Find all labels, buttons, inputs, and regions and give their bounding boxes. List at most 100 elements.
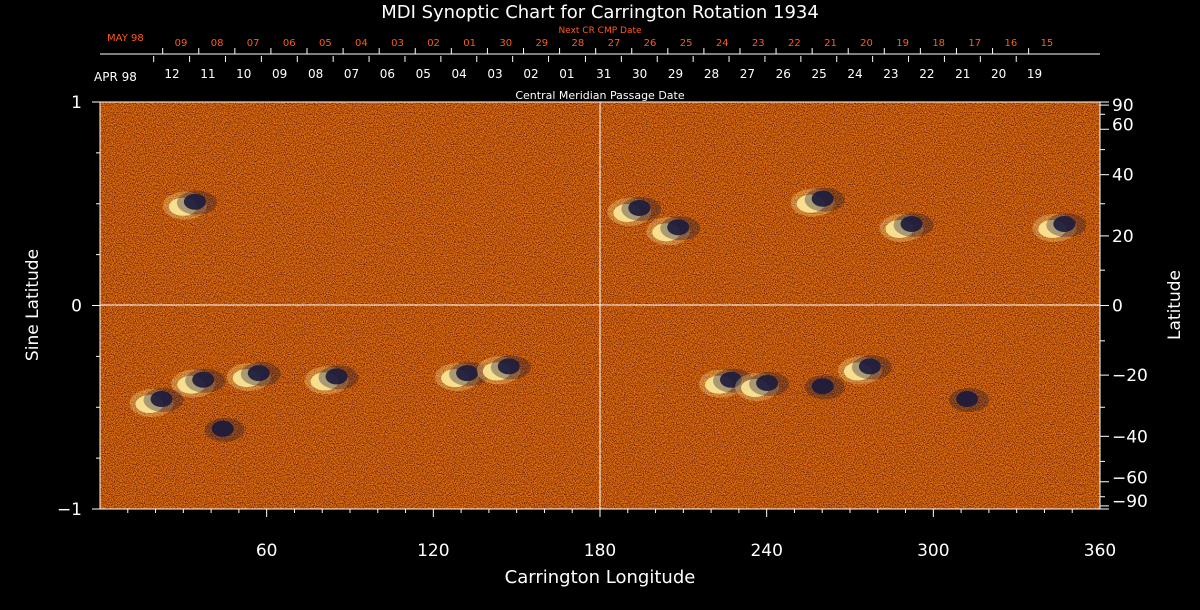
next-tick-label: 24 xyxy=(716,38,729,49)
top-tick-label: 20 xyxy=(991,67,1006,81)
next-tick-label: 05 xyxy=(319,38,332,49)
active-region-negative-halo xyxy=(851,355,892,380)
active-region-negative-halo xyxy=(749,372,790,397)
active-region xyxy=(804,375,845,400)
top-tick-label: 30 xyxy=(632,67,647,81)
x-tick-label: 60 xyxy=(256,541,278,561)
next-tick-label: 15 xyxy=(1041,38,1054,49)
active-region xyxy=(646,216,701,246)
top-axis-ticks: 12 11 10 09 08 07 06 05 04 03 02 01 31 30 29 28 27 26 25 24… xyxy=(153,56,1042,81)
y-right-tick-label: 20 xyxy=(1112,227,1134,247)
active-region-negative xyxy=(900,215,923,232)
chart-title: MDI Synoptic Chart for Carrington Rotati… xyxy=(381,2,819,23)
x-tick-label: 300 xyxy=(917,541,949,561)
active-region-negative-halo xyxy=(1046,212,1087,237)
next-tick-label: 09 xyxy=(175,38,188,49)
y-axis-right-label: Latitude xyxy=(1165,270,1185,340)
y-right-tick-label: −40 xyxy=(1112,427,1148,447)
active-region-negative-halo xyxy=(185,368,226,393)
next-tick-label: 16 xyxy=(1004,38,1017,49)
y-left-tick-label: 0 xyxy=(71,297,82,317)
y-right-tick-label: −90 xyxy=(1112,492,1148,512)
next-tick-label: 30 xyxy=(499,38,512,49)
y-right-tick-label: 0 xyxy=(1112,297,1123,317)
x-tick-label: 240 xyxy=(750,541,782,561)
active-region-negative xyxy=(497,358,520,375)
x-tick-label: 180 xyxy=(584,541,616,561)
next-tick-label: 04 xyxy=(355,38,368,49)
top-tick-label: 24 xyxy=(847,67,862,81)
active-region-negative xyxy=(858,358,881,375)
top-tick-label: 19 xyxy=(1027,67,1042,81)
top-axis-month: APR 98 xyxy=(94,70,137,84)
next-axis-month: MAY 98 xyxy=(107,33,144,44)
active-region xyxy=(607,196,662,226)
next-tick-label: 19 xyxy=(896,38,909,49)
active-region-negative xyxy=(456,365,479,382)
top-tick-label: 26 xyxy=(776,67,791,81)
active-region xyxy=(226,362,281,392)
y-right-tick-label: 90 xyxy=(1112,96,1134,116)
active-region-negative-halo xyxy=(143,388,184,413)
top-tick-label: 09 xyxy=(272,67,287,81)
y-right-tick-label: 40 xyxy=(1112,166,1134,186)
active-region xyxy=(790,187,845,217)
y-right-tick-label: −60 xyxy=(1112,469,1148,489)
top-tick-label: 10 xyxy=(236,67,251,81)
active-region-negative-halo xyxy=(449,362,490,387)
next-tick-label: 29 xyxy=(535,38,548,49)
next-tick-label: 02 xyxy=(427,38,440,49)
active-region-negative-halo xyxy=(949,388,990,413)
active-region xyxy=(476,355,531,385)
y-right-tick-label: 60 xyxy=(1112,115,1134,135)
next-tick-label: 07 xyxy=(247,38,260,49)
top-tick-label: 31 xyxy=(596,67,611,81)
active-region xyxy=(129,388,184,418)
active-region-negative-halo xyxy=(490,355,531,380)
next-axis-ticks: 09 08 07 06 05 04 03 02 01 30 29 28 27 26 25 24 23 22 21 20… xyxy=(162,38,1054,54)
top-tick-label: 04 xyxy=(452,67,467,81)
top-tick-label: 29 xyxy=(668,67,683,81)
top-tick-label: 06 xyxy=(380,67,395,81)
next-tick-label: 27 xyxy=(608,38,621,49)
top-tick-label: 03 xyxy=(487,67,502,81)
x-tick-label: 120 xyxy=(417,541,449,561)
active-region xyxy=(435,362,490,392)
active-region-negative xyxy=(150,391,173,408)
next-tick-label: 01 xyxy=(463,38,476,49)
next-tick-label: 20 xyxy=(860,38,873,49)
x-tick-label: 360 xyxy=(1084,541,1116,561)
top-axis-title: Central Meridian Passage Date xyxy=(515,89,684,102)
next-tick-label: 03 xyxy=(391,38,404,49)
active-region-negative-halo xyxy=(204,417,245,442)
active-region xyxy=(879,212,934,242)
y-right-tick-label: −20 xyxy=(1112,366,1148,386)
active-region-negative-halo xyxy=(804,187,845,212)
top-tick-label: 25 xyxy=(812,67,827,81)
active-region-negative xyxy=(667,219,690,236)
active-region-negative-halo xyxy=(240,362,281,387)
next-tick-label: 23 xyxy=(752,38,765,49)
active-region-negative xyxy=(325,368,348,385)
top-tick-label: 27 xyxy=(740,67,755,81)
y-left-tick-label: 1 xyxy=(71,93,82,113)
next-tick-label: 26 xyxy=(644,38,657,49)
top-tick-label: 11 xyxy=(200,67,215,81)
active-region-negative-halo xyxy=(176,190,217,215)
active-region xyxy=(949,388,990,413)
next-tick-label: 21 xyxy=(824,38,837,49)
active-region-negative xyxy=(720,371,742,388)
active-region-negative xyxy=(811,190,834,207)
x-axis-ticks: 60 120 180 240 300 360 xyxy=(127,509,1116,561)
active-region-negative-halo xyxy=(660,216,701,241)
next-tick-label: 28 xyxy=(572,38,585,49)
active-region xyxy=(171,368,226,398)
top-tick-label: 22 xyxy=(919,67,934,81)
top-tick-label: 12 xyxy=(164,67,179,81)
active-region-negative xyxy=(628,199,651,216)
active-region-negative xyxy=(192,371,215,388)
active-region-negative xyxy=(247,365,270,382)
next-tick-label: 17 xyxy=(968,38,981,49)
